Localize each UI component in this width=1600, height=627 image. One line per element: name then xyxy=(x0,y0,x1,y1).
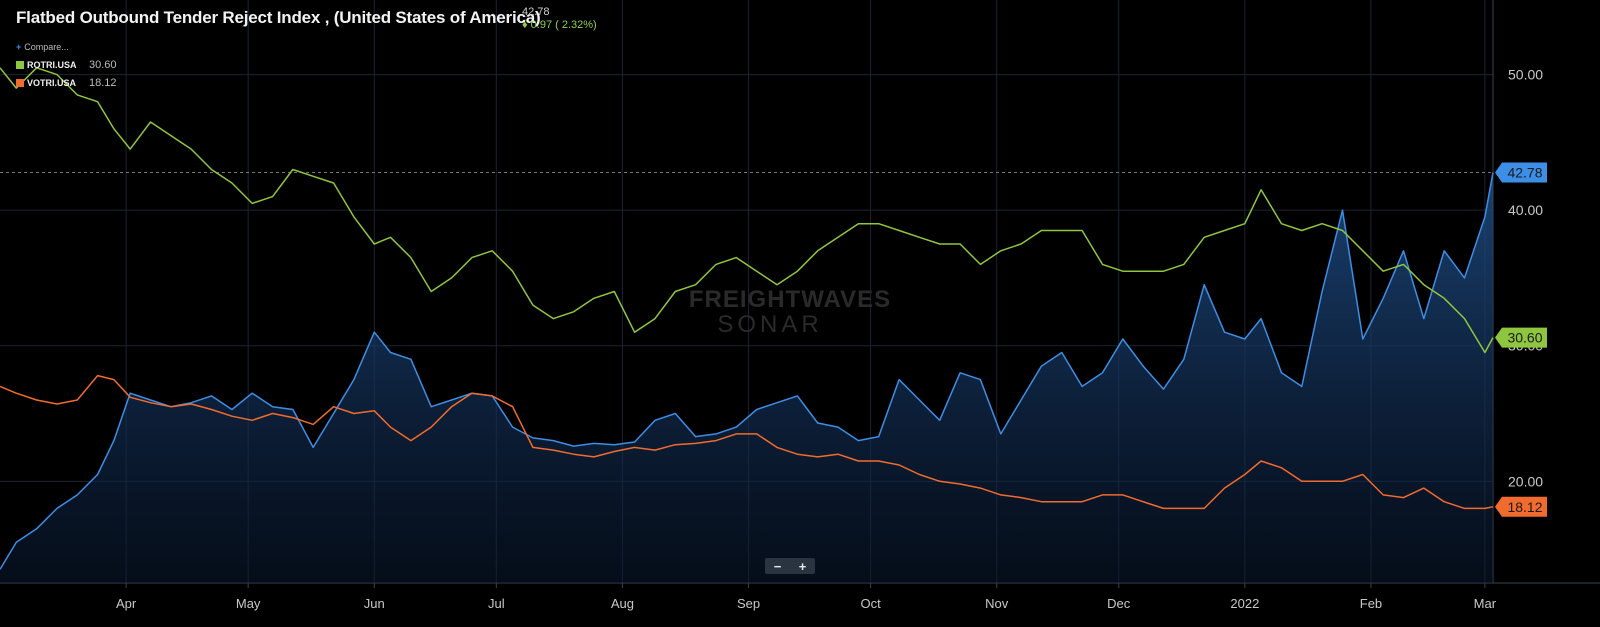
series-1-line xyxy=(0,67,1494,354)
x-tick-label: Apr xyxy=(116,596,137,611)
end-label-bg-1 xyxy=(1495,327,1547,348)
legend-name-rotri: ROTRI.USA xyxy=(27,60,77,70)
x-tick-label: Jul xyxy=(488,596,505,611)
legend-item-rotri[interactable]: ROTRI.USA 30.60 xyxy=(16,56,117,74)
plus-icon: + xyxy=(16,42,22,52)
x-axis: Apr May Jun Jul Aug Sep Oct Nov Dec 2022 Feb Mar xyxy=(116,583,1497,611)
y-tick-label: 40.00 xyxy=(1508,202,1543,218)
legend-name-votri: VOTRI.USA xyxy=(27,78,77,88)
series-2-line xyxy=(0,374,1494,510)
legend-value-votri: 18.12 xyxy=(89,77,117,89)
x-tick-label: Aug xyxy=(611,596,634,611)
y-tick-label: 20.00 xyxy=(1508,473,1543,489)
x-tick-label: Sep xyxy=(737,596,760,611)
watermark: FREIGHTWAVES SONAR xyxy=(689,286,891,338)
legend-swatch-votri xyxy=(16,79,24,87)
last-value: 42.78 xyxy=(522,6,550,18)
legend: + Compare... ROTRI.USA 30.60 VOTRI.USA 18… xyxy=(16,38,117,92)
x-tick-label: 2022 xyxy=(1230,596,1259,611)
end-label-2: 18.12 xyxy=(1495,496,1547,517)
legend-value-rotri: 30.60 xyxy=(89,59,117,71)
x-tick-label: Oct xyxy=(860,596,881,611)
series-0-line xyxy=(0,172,1494,570)
zoom-out-button[interactable]: − xyxy=(773,558,782,574)
y-tick-label: 50.00 xyxy=(1508,67,1543,83)
chart-header: Flatbed Outbound Tender Reject Index , (… xyxy=(16,8,541,28)
x-tick-label: May xyxy=(236,596,261,611)
end-label-text: 42.78 xyxy=(1507,164,1542,180)
x-tick-label: Dec xyxy=(1107,596,1131,611)
legend-item-votri[interactable]: VOTRI.USA 18.12 xyxy=(16,74,117,92)
end-label-bg-2 xyxy=(1495,496,1547,517)
zoom-in-button[interactable]: + xyxy=(798,558,807,574)
series-0-area xyxy=(0,172,1493,583)
watermark-line1: FREIGHTWAVES xyxy=(689,286,891,313)
compare-button[interactable]: + Compare... xyxy=(16,38,117,56)
end-labels: 42.78 30.60 18.12 xyxy=(1495,162,1547,517)
x-tick-label: Feb xyxy=(1360,596,1382,611)
change-value: ♦ 0.97 ( 2.32%) xyxy=(522,19,597,31)
end-label-text: 30.60 xyxy=(1507,330,1542,346)
end-label-text: 18.12 xyxy=(1507,499,1542,515)
legend-swatch-rotri xyxy=(16,61,24,69)
compare-label: Compare... xyxy=(24,42,69,52)
x-tick-label: Nov xyxy=(985,596,1009,611)
end-label-bg-0 xyxy=(1495,162,1547,183)
watermark-line2: SONAR xyxy=(717,311,822,338)
x-tick-label: Jun xyxy=(364,596,385,611)
chart-title: Flatbed Outbound Tender Reject Index , (… xyxy=(16,8,541,27)
end-label-1: 30.60 xyxy=(1495,327,1547,348)
end-label-0: 42.78 xyxy=(1495,162,1547,183)
series-layer xyxy=(0,67,1494,583)
x-tick-label: Mar xyxy=(1474,596,1497,611)
last-value-box: 42.78 ♦ 0.97 ( 2.32%) xyxy=(522,6,597,32)
zoom-controls: − + xyxy=(765,558,815,574)
